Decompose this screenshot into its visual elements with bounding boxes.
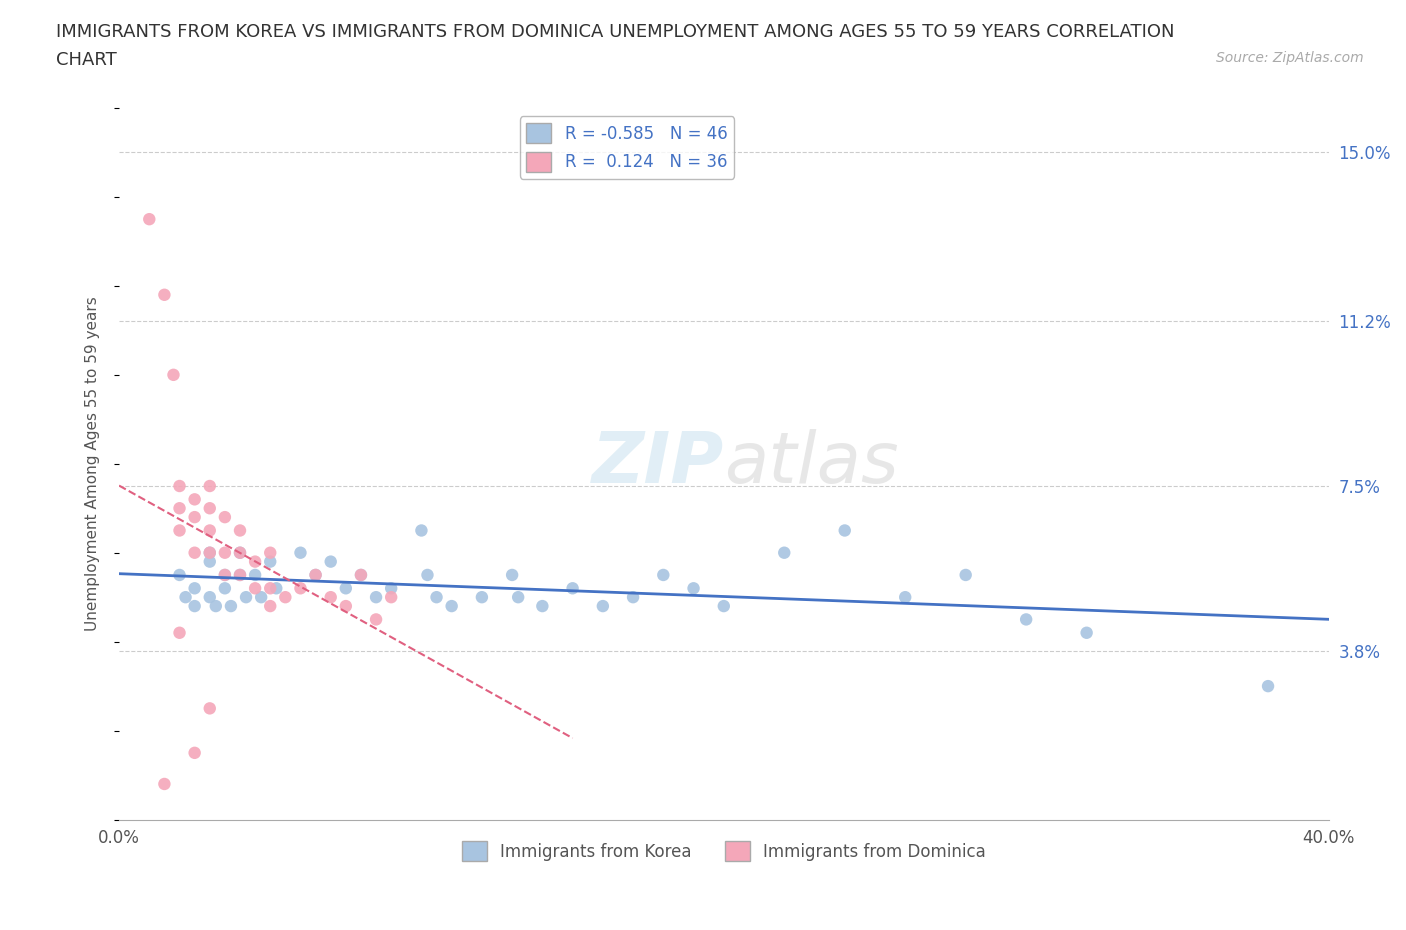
Point bbox=[411, 523, 433, 538]
Point bbox=[169, 479, 191, 494]
Point bbox=[335, 599, 357, 614]
Point bbox=[198, 545, 221, 560]
Point bbox=[183, 746, 205, 761]
Point bbox=[198, 500, 221, 515]
Point bbox=[834, 523, 856, 538]
Point bbox=[682, 581, 704, 596]
Point bbox=[229, 545, 252, 560]
Point bbox=[259, 554, 281, 569]
Point bbox=[304, 567, 326, 582]
Point bbox=[243, 554, 266, 569]
Point bbox=[243, 581, 266, 596]
Text: atlas: atlas bbox=[724, 430, 898, 498]
Point bbox=[198, 545, 221, 560]
Point bbox=[214, 510, 236, 525]
Point bbox=[290, 581, 312, 596]
Point bbox=[501, 567, 523, 582]
Point bbox=[183, 581, 205, 596]
Legend: Immigrants from Korea, Immigrants from Dominica: Immigrants from Korea, Immigrants from D… bbox=[456, 834, 993, 868]
Point bbox=[214, 581, 236, 596]
Point bbox=[183, 545, 205, 560]
Point bbox=[153, 287, 176, 302]
Point bbox=[259, 599, 281, 614]
Point bbox=[319, 590, 342, 604]
Point bbox=[364, 590, 387, 604]
Point bbox=[471, 590, 494, 604]
Point bbox=[198, 590, 221, 604]
Point bbox=[198, 701, 221, 716]
Point bbox=[198, 554, 221, 569]
Point bbox=[335, 581, 357, 596]
Text: CHART: CHART bbox=[56, 51, 117, 69]
Point bbox=[652, 567, 675, 582]
Point bbox=[229, 545, 252, 560]
Point bbox=[198, 523, 221, 538]
Point bbox=[183, 510, 205, 525]
Point bbox=[250, 590, 273, 604]
Point bbox=[894, 590, 917, 604]
Point bbox=[350, 567, 373, 582]
Point bbox=[169, 523, 191, 538]
Point bbox=[364, 612, 387, 627]
Point bbox=[621, 590, 644, 604]
Point bbox=[274, 590, 297, 604]
Point bbox=[243, 567, 266, 582]
Point bbox=[290, 545, 312, 560]
Point bbox=[561, 581, 583, 596]
Point bbox=[229, 567, 252, 582]
Point bbox=[169, 625, 191, 640]
Point bbox=[198, 479, 221, 494]
Text: Source: ZipAtlas.com: Source: ZipAtlas.com bbox=[1216, 51, 1364, 65]
Point bbox=[162, 367, 184, 382]
Point bbox=[319, 554, 342, 569]
Point bbox=[169, 500, 191, 515]
Point bbox=[1015, 612, 1038, 627]
Point bbox=[183, 492, 205, 507]
Point bbox=[183, 599, 205, 614]
Point bbox=[214, 567, 236, 582]
Text: IMMIGRANTS FROM KOREA VS IMMIGRANTS FROM DOMINICA UNEMPLOYMENT AMONG AGES 55 TO : IMMIGRANTS FROM KOREA VS IMMIGRANTS FROM… bbox=[56, 23, 1175, 41]
Text: ZIP: ZIP bbox=[592, 430, 724, 498]
Point bbox=[425, 590, 447, 604]
Point bbox=[531, 599, 554, 614]
Point bbox=[169, 567, 191, 582]
Point bbox=[214, 567, 236, 582]
Point bbox=[219, 599, 242, 614]
Y-axis label: Unemployment Among Ages 55 to 59 years: Unemployment Among Ages 55 to 59 years bbox=[86, 297, 100, 631]
Point bbox=[1076, 625, 1098, 640]
Point bbox=[773, 545, 796, 560]
Point bbox=[214, 545, 236, 560]
Point bbox=[713, 599, 735, 614]
Point bbox=[592, 599, 614, 614]
Point bbox=[174, 590, 197, 604]
Point bbox=[380, 581, 402, 596]
Point bbox=[153, 777, 176, 791]
Point bbox=[380, 590, 402, 604]
Point bbox=[138, 212, 160, 227]
Point bbox=[266, 581, 288, 596]
Point bbox=[1257, 679, 1279, 694]
Point bbox=[229, 567, 252, 582]
Point bbox=[508, 590, 530, 604]
Point bbox=[235, 590, 257, 604]
Point bbox=[259, 545, 281, 560]
Point bbox=[955, 567, 977, 582]
Point bbox=[229, 523, 252, 538]
Point bbox=[259, 581, 281, 596]
Point bbox=[416, 567, 439, 582]
Point bbox=[204, 599, 226, 614]
Point bbox=[440, 599, 463, 614]
Point bbox=[350, 567, 373, 582]
Point bbox=[304, 567, 326, 582]
